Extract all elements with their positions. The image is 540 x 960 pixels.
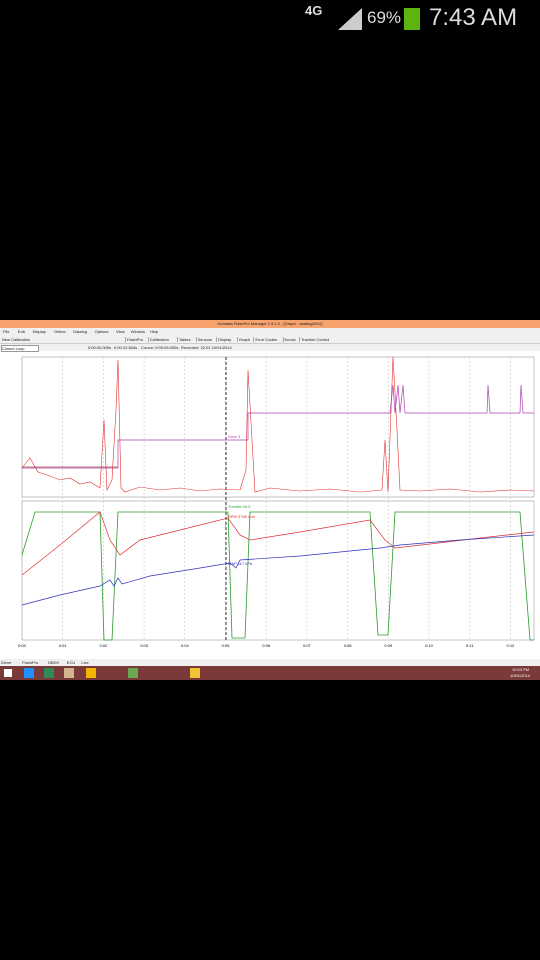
menu-item[interactable]: File — [3, 329, 10, 334]
menu-item[interactable]: Help — [150, 329, 159, 334]
map-trace — [21, 534, 535, 606]
tab[interactable]: Sensors — [195, 337, 213, 342]
start-button[interactable] — [4, 669, 12, 677]
top-plot — [21, 356, 535, 498]
menu-item[interactable]: Window — [130, 329, 146, 334]
status-item: FlashPro — [22, 660, 39, 665]
x-tick-label: 0:08 — [344, 643, 353, 648]
menu-bar: File Edit Display Online Datalog Options View W… — [0, 328, 540, 335]
app-icon[interactable] — [128, 668, 138, 678]
app-icon[interactable] — [190, 668, 200, 678]
recorded: Recorded: 22:01 10/01/2014 — [181, 345, 232, 350]
battery-percent: 69% — [367, 8, 402, 27]
cursor-time: Cursor: 0:00:05.050s — [141, 345, 179, 350]
gear-label: Gear 3 — [228, 434, 241, 439]
tab[interactable]: Traction Control — [299, 337, 330, 342]
tab[interactable]: Calibration — [147, 337, 169, 342]
tab[interactable]: Knock — [282, 337, 296, 342]
x-tick-label: 0:12 — [507, 643, 516, 648]
signal-icon — [338, 8, 362, 30]
taskbar: 10:03 PM 10/01/2014 — [0, 666, 540, 680]
tab[interactable]: Error Codes — [253, 337, 277, 342]
menu-item[interactable]: Edit — [17, 329, 25, 334]
window-title: Hondata FlashPro Manager 1.9.1.0 - [Grap… — [217, 321, 323, 326]
af-trace — [21, 356, 535, 493]
x-tick-label: 0:11 — [466, 643, 474, 648]
throttle-trace — [21, 511, 534, 641]
toolbar-2: Closed Loop 0:00:00.000s 0:00:12.834s Cu… — [0, 344, 540, 352]
app-icon[interactable] — [24, 668, 34, 678]
tab[interactable]: Graph — [236, 337, 251, 342]
clock: 7:43 AM — [429, 4, 518, 31]
x-tick-label: 0:00 — [18, 643, 27, 648]
taskbar-date: 10/01/2014 — [510, 673, 531, 678]
tab[interactable]: Tables — [176, 337, 191, 342]
toolbar: New Calibration FlashPro Calibration Table… — [0, 335, 540, 344]
graph: Gear 3 Throttle 94.5 RPM 3766 rpm MAP 11… — [18, 356, 535, 648]
status-item: Driver — [1, 660, 12, 665]
throttle-label: Throttle 94.5 — [228, 504, 251, 509]
app-icon[interactable] — [86, 668, 96, 678]
bottom-plot — [21, 500, 535, 641]
status-item: Live — [81, 660, 89, 665]
menu-item[interactable]: Display — [32, 329, 46, 334]
mode-select[interactable]: Closed Loop — [1, 345, 39, 352]
x-tick-label: 0:04 — [181, 643, 190, 648]
app-icon[interactable] — [64, 668, 74, 678]
map-label: MAP 117 kPa — [228, 561, 253, 566]
x-tick-label: 0:10 — [425, 643, 434, 648]
status-bar: 4G 69% 7:43 AM — [0, 0, 540, 38]
taskbar-time: 10:03 PM — [512, 667, 530, 672]
status-item: OBDII — [47, 660, 59, 665]
menu-item[interactable]: Options — [94, 329, 109, 334]
end-time: 0:00:12.834s — [114, 345, 138, 350]
tab[interactable]: FlashPro — [125, 337, 144, 342]
start-time: 0:00:00.000s — [88, 345, 112, 350]
rpm-label: RPM 3766 rpm — [228, 514, 256, 519]
status-bar-app: Driver FlashPro OBDII ECU Live — [0, 659, 540, 666]
rpm-trace — [21, 511, 535, 576]
battery-icon — [404, 8, 420, 30]
menu-item[interactable]: View — [116, 329, 125, 334]
app-icon[interactable] — [44, 668, 54, 678]
x-tick-label: 0:02 — [100, 643, 109, 648]
x-tick-label: 0:06 — [262, 643, 271, 648]
x-tick-label: 0:05 — [222, 643, 231, 648]
gear-trace — [22, 384, 534, 469]
status-item: ECU — [66, 660, 76, 665]
x-tick-label: 0:01 — [59, 643, 68, 648]
x-tick-label: 0:09 — [384, 643, 393, 648]
tab[interactable]: Display — [216, 337, 232, 342]
x-tick-label: 0:03 — [140, 643, 149, 648]
title-bar: Hondata FlashPro Manager 1.9.1.0 - [Grap… — [0, 320, 540, 328]
menu-item[interactable]: Online — [54, 329, 66, 334]
new-calibration-button[interactable]: New Calibration — [2, 337, 31, 342]
x-tick-label: 0:07 — [303, 643, 312, 648]
app-window: Hondata FlashPro Manager 1.9.1.0 - [Grap… — [0, 320, 540, 680]
network: 4G — [305, 3, 323, 18]
menu-item[interactable]: Datalog — [73, 329, 87, 334]
